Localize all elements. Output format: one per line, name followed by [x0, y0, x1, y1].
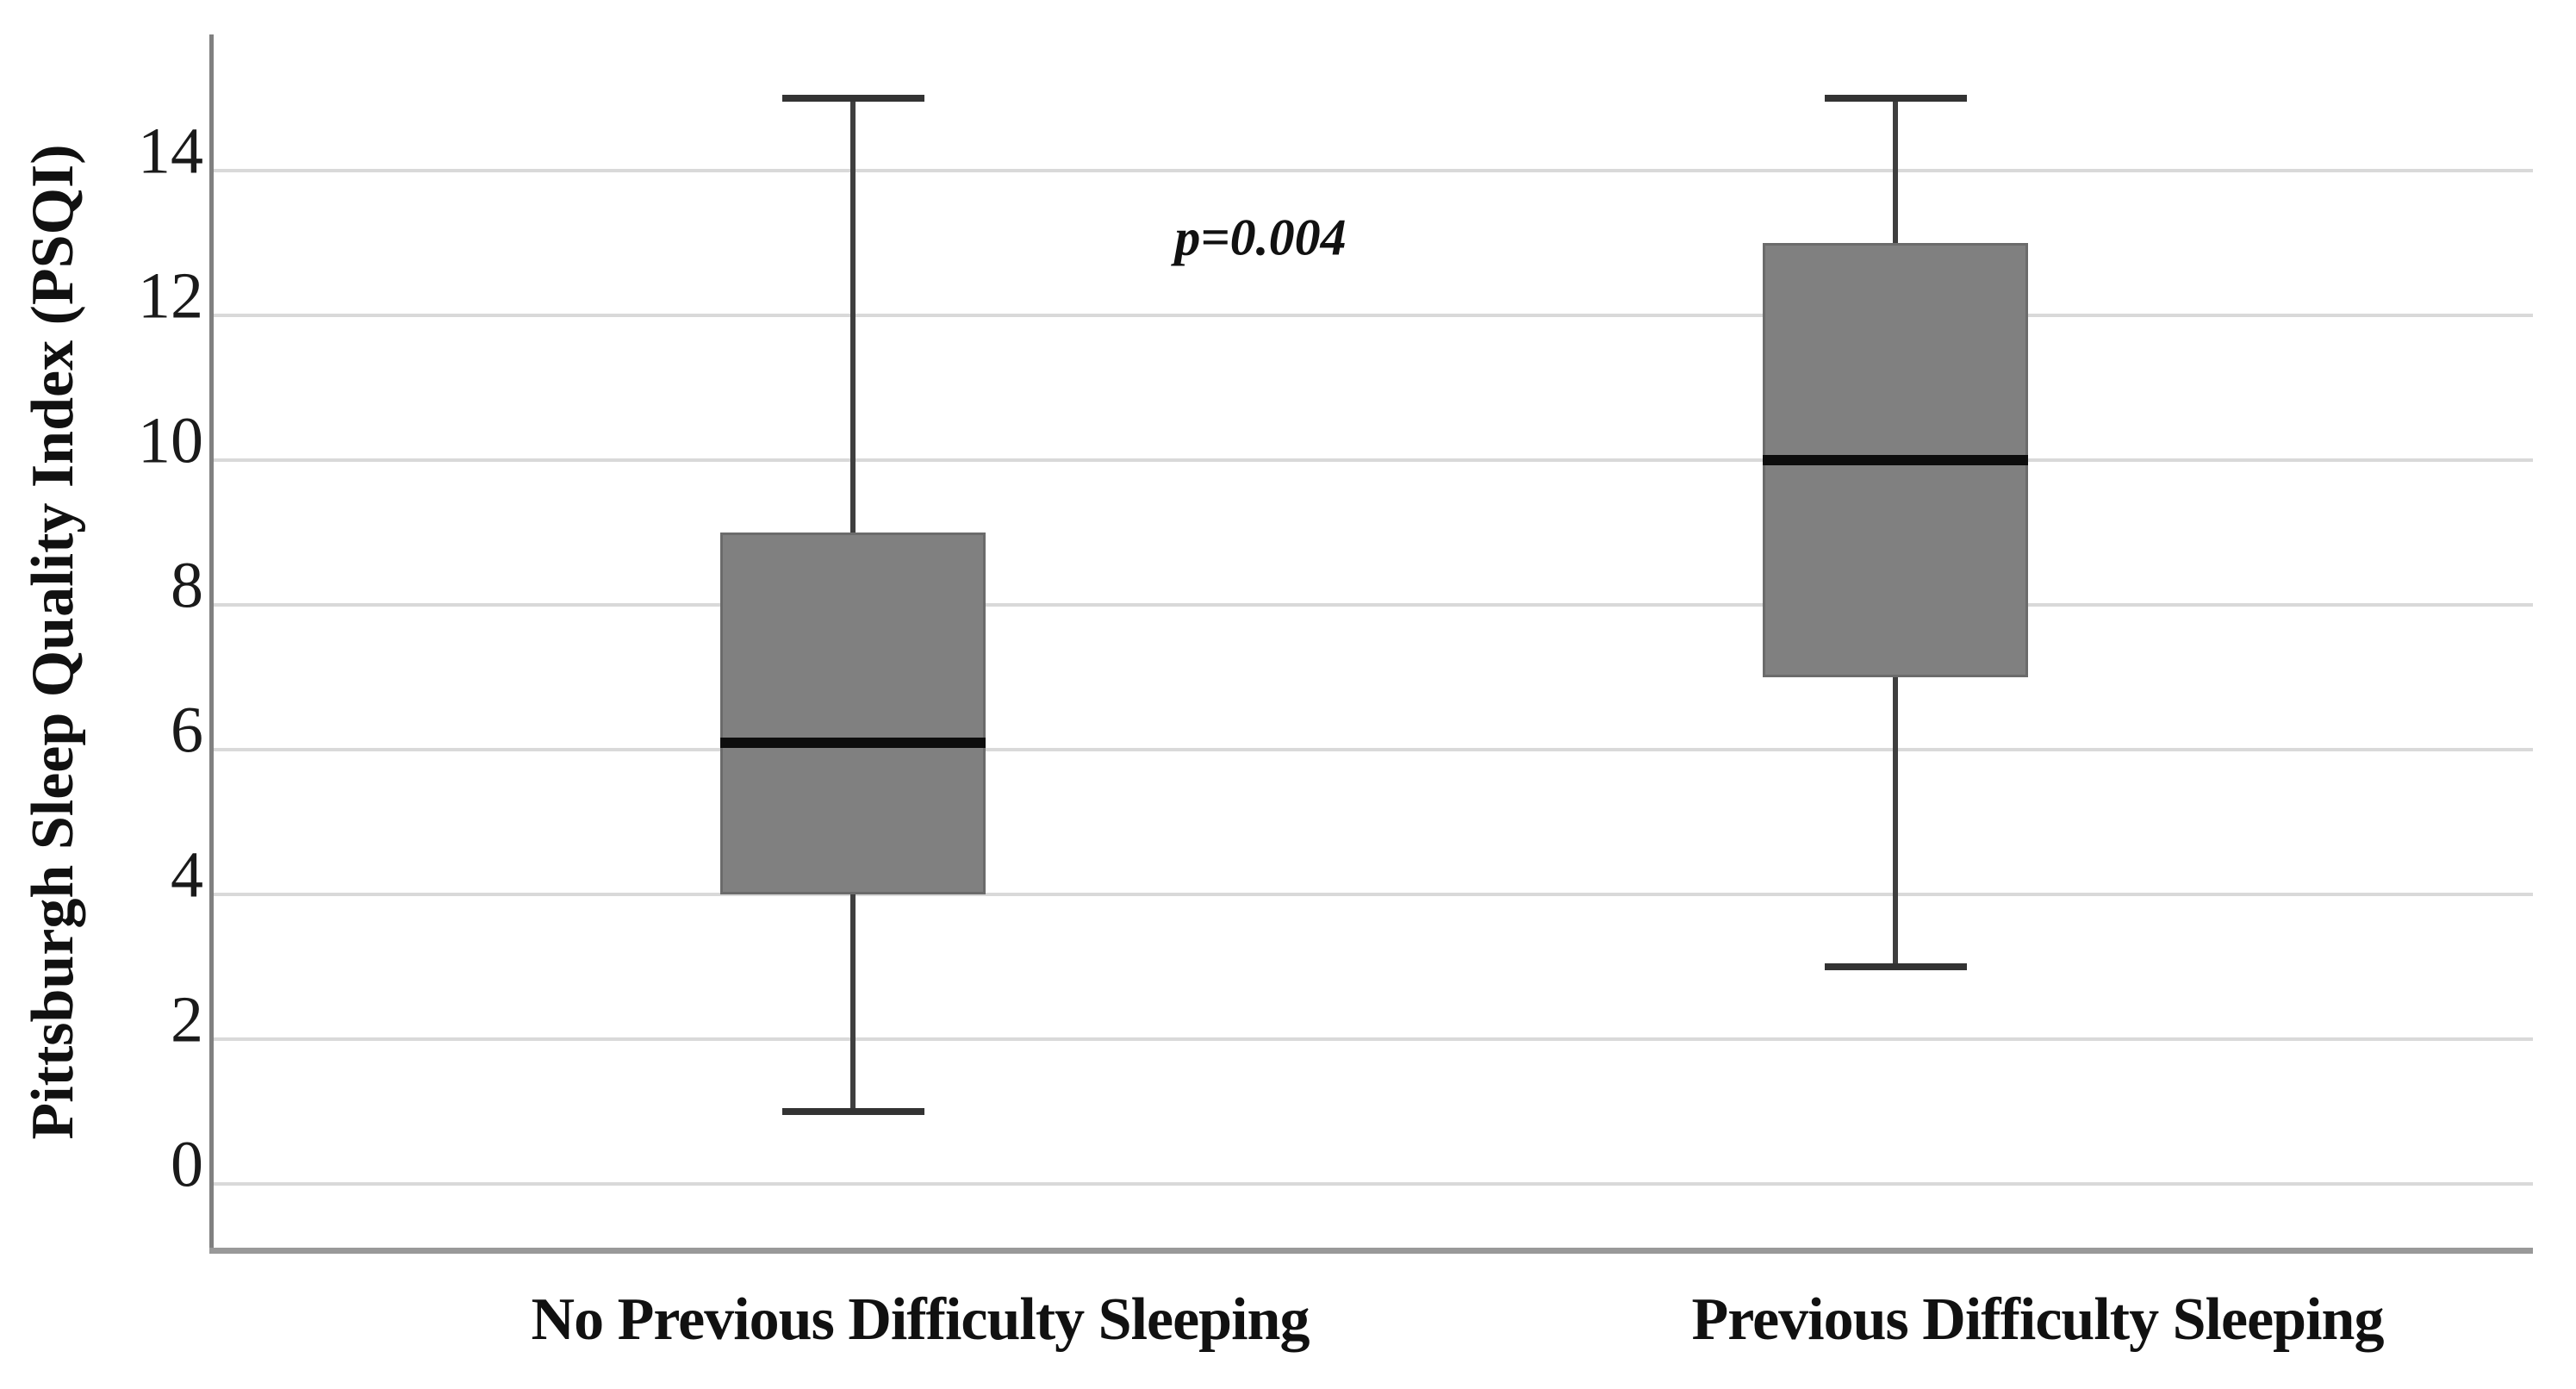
whisker-max-cap — [1824, 95, 1967, 102]
whisker-min-cap — [1824, 963, 1967, 970]
y-axis-title: Pittsburgh Sleep Quality Index (PSQI) — [20, 144, 86, 1140]
gridline-y-4 — [211, 893, 2533, 896]
y-tick-label-10: 10 — [138, 404, 203, 477]
y-tick-label-12: 12 — [138, 259, 203, 333]
y-axis-line — [209, 34, 214, 1254]
median-line — [720, 737, 986, 748]
x-category-label-previous-difficulty: Previous Difficulty Sleeping — [1691, 1286, 2385, 1353]
x-category-label-no-previous-difficulty: No Previous Difficulty Sleeping — [531, 1286, 1310, 1353]
y-tick-label-0: 0 — [171, 1128, 203, 1201]
y-tick-label-4: 4 — [171, 838, 203, 912]
gridline-y-2 — [211, 1037, 2533, 1041]
median-line — [1763, 455, 2028, 465]
whisker-lower-stem — [850, 894, 856, 1112]
y-tick-label-6: 6 — [171, 694, 203, 767]
gridline-y-14 — [211, 169, 2533, 172]
gridline-y-10 — [211, 458, 2533, 462]
whisker-upper-stem — [850, 98, 856, 533]
x-axis-line — [209, 1248, 2533, 1254]
gridline-y-8 — [211, 603, 2533, 607]
whisker-lower-stem — [1893, 677, 1898, 967]
p-value-annotation: p=0.004 — [1174, 209, 1347, 266]
gridline-y-0 — [211, 1182, 2533, 1186]
gridline-y-6 — [211, 748, 2533, 751]
whisker-upper-stem — [1893, 98, 1898, 243]
whisker-min-cap — [781, 1108, 924, 1115]
y-tick-label-2: 2 — [171, 983, 203, 1056]
gridline-y-12 — [211, 314, 2533, 317]
box-no-previous-difficulty — [720, 533, 986, 894]
whisker-max-cap — [781, 95, 924, 102]
y-tick-label-8: 8 — [171, 549, 203, 622]
y-tick-label-14: 14 — [138, 115, 203, 188]
